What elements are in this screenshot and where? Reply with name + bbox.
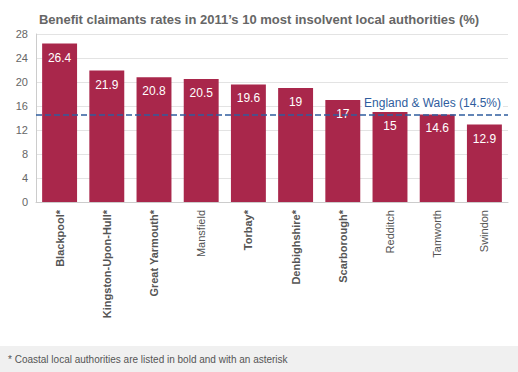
svg-text:28: 28 (16, 28, 28, 40)
svg-text:20.8: 20.8 (142, 84, 166, 98)
svg-text:Kingston-Upon-Hull*: Kingston-Upon-Hull* (101, 209, 113, 318)
svg-text:0: 0 (22, 196, 28, 208)
svg-text:17: 17 (336, 107, 350, 121)
svg-text:4: 4 (22, 172, 28, 184)
svg-text:21.9: 21.9 (95, 78, 119, 92)
svg-text:Great Yarmouth*: Great Yarmouth* (148, 209, 160, 296)
svg-text:Torbay*: Torbay* (242, 209, 254, 250)
svg-text:* Coastal local authorities ar: * Coastal local authorities are listed i… (8, 354, 289, 365)
svg-text:Mansfield: Mansfield (195, 210, 207, 257)
svg-text:Denbighshire*: Denbighshire* (290, 209, 302, 284)
svg-text:Blackpool*: Blackpool* (54, 209, 66, 267)
svg-text:Redditch: Redditch (384, 210, 396, 253)
svg-text:12: 12 (16, 124, 28, 136)
svg-text:19.6: 19.6 (237, 91, 261, 105)
svg-text:26.4: 26.4 (48, 51, 72, 65)
svg-text:12.9: 12.9 (473, 132, 497, 146)
svg-text:Tamworth: Tamworth (431, 210, 443, 258)
svg-text:19: 19 (289, 95, 303, 109)
svg-text:Swindon: Swindon (478, 210, 490, 252)
svg-text:England & Wales (14.5%): England & Wales (14.5%) (364, 96, 501, 110)
svg-text:Benefit claimants rates in 201: Benefit claimants rates in 2011’s 10 mos… (39, 12, 479, 27)
svg-text:15: 15 (383, 119, 397, 133)
svg-text:20: 20 (16, 76, 28, 88)
svg-text:20.5: 20.5 (190, 86, 214, 100)
svg-text:14.6: 14.6 (426, 121, 450, 135)
svg-text:8: 8 (22, 148, 28, 160)
svg-text:16: 16 (16, 100, 28, 112)
svg-text:Scarborough*: Scarborough* (337, 209, 349, 282)
svg-text:24: 24 (16, 52, 28, 64)
